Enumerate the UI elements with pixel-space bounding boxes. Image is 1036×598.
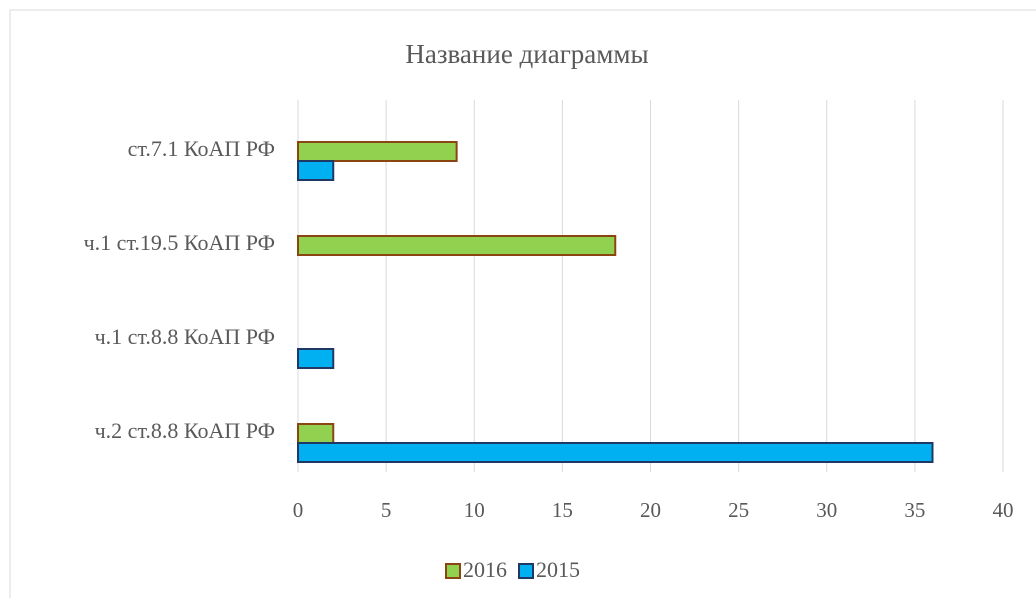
x-tick-label: 0 [293,498,304,522]
x-tick-label: 5 [381,498,392,522]
y-tick-label: ч.1 ст.8.8 КоАП РФ [95,324,275,349]
x-tick-label: 35 [904,498,925,522]
x-tick-label: 40 [993,498,1014,522]
y-tick-label: ч.2 ст.8.8 КоАП РФ [95,418,275,443]
bar [297,160,335,181]
bar [297,423,335,444]
bar [297,235,617,256]
legend-label: 2016 [463,557,507,582]
bar [297,442,934,463]
x-tick-label: 20 [640,498,661,522]
x-tick-label: 15 [552,498,573,522]
legend-label: 2015 [536,557,580,582]
y-tick-label: ч.1 ст.19.5 КоАП РФ [84,230,275,255]
x-tick-label: 10 [464,498,485,522]
chart-title: Название диаграммы [405,39,648,69]
x-tick-label: 25 [728,498,749,522]
bar [297,141,458,162]
chart-frame [9,9,1036,598]
legend-swatch [445,563,461,579]
bar [297,348,335,369]
legend-swatch [518,563,534,579]
x-tick-label: 30 [816,498,837,522]
y-tick-label: ст.7.1 КоАП РФ [128,136,275,161]
